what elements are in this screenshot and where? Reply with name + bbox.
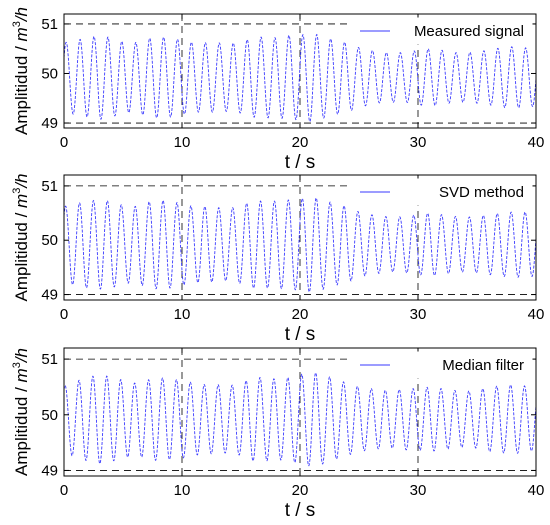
y-tick-label: 51 <box>41 178 58 195</box>
x-tick-label: 20 <box>292 134 309 151</box>
chart-panel-1: 49 50 51 0 10 20 30 40 t / s Amplitidud / m3/h Mea… <box>11 7 544 173</box>
x-tick-label: 40 <box>528 134 545 151</box>
y-tick-label: 51 <box>41 351 58 368</box>
y-axis-label-suffix: /h <box>12 348 31 363</box>
y-axis-label-prefix: Amplitidud / <box>12 208 31 302</box>
legend-label: Median filter <box>442 357 524 374</box>
y-tick-label: 50 <box>41 407 58 424</box>
x-tick-label: 40 <box>528 482 545 499</box>
y-tick-label: 50 <box>41 232 58 249</box>
y-axis-label: Amplitidud / m3/h <box>11 7 31 135</box>
series-line <box>63 197 537 293</box>
x-tick-label: 10 <box>174 306 191 323</box>
series-line <box>63 372 537 467</box>
y-axis-label-prefix: Amplitidud / <box>12 41 31 135</box>
x-tick-label: 30 <box>410 306 427 323</box>
series-line <box>63 33 537 123</box>
chart-panel-2: 49 50 51 0 10 20 30 40 t / s Amplitidud / m3/h SVD… <box>11 173 544 345</box>
x-tick-label: 20 <box>292 306 309 323</box>
y-axis-label: Amplitidud / m3/h <box>11 173 31 301</box>
x-tick-label: 10 <box>174 134 191 151</box>
y-axis-label-prefix: Amplitidud / <box>12 382 31 476</box>
y-axis-label-suffix: /h <box>12 7 31 22</box>
x-tick-label: 0 <box>60 134 68 151</box>
x-tick-label: 40 <box>528 306 545 323</box>
x-axis-label: t / s <box>285 500 316 521</box>
y-axis-label: Amplitidud / m3/h <box>11 348 31 476</box>
x-tick-label: 30 <box>410 482 427 499</box>
x-tick-label: 20 <box>292 482 309 499</box>
y-axis-label-unit: m <box>12 27 31 41</box>
y-axis-label-exponent: 3 <box>11 362 23 368</box>
y-axis-label-unit: m <box>12 368 31 382</box>
x-tick-label: 10 <box>174 482 191 499</box>
y-tick-label: 49 <box>41 462 58 479</box>
y-tick-label: 49 <box>41 287 58 304</box>
y-axis-label-suffix: /h <box>12 173 31 188</box>
x-tick-label: 0 <box>60 482 68 499</box>
y-axis-label-exponent: 3 <box>11 188 23 194</box>
chart-panel-3: 49 50 51 0 10 20 30 40 t / s Amplitidud / m3/h Med… <box>11 347 545 521</box>
x-tick-label: 0 <box>60 306 68 323</box>
x-axis-label: t / s <box>285 324 316 345</box>
y-tick-label: 49 <box>41 115 58 132</box>
y-axis-label-unit: m <box>12 194 31 208</box>
y-tick-label: 51 <box>41 16 58 33</box>
x-tick-label: 30 <box>410 134 427 151</box>
legend-label: Measured signal <box>414 23 524 40</box>
legend-label: SVD method <box>439 184 524 201</box>
x-axis-label: t / s <box>285 152 316 173</box>
y-tick-label: 50 <box>41 65 58 82</box>
y-axis-label-exponent: 3 <box>11 21 23 27</box>
